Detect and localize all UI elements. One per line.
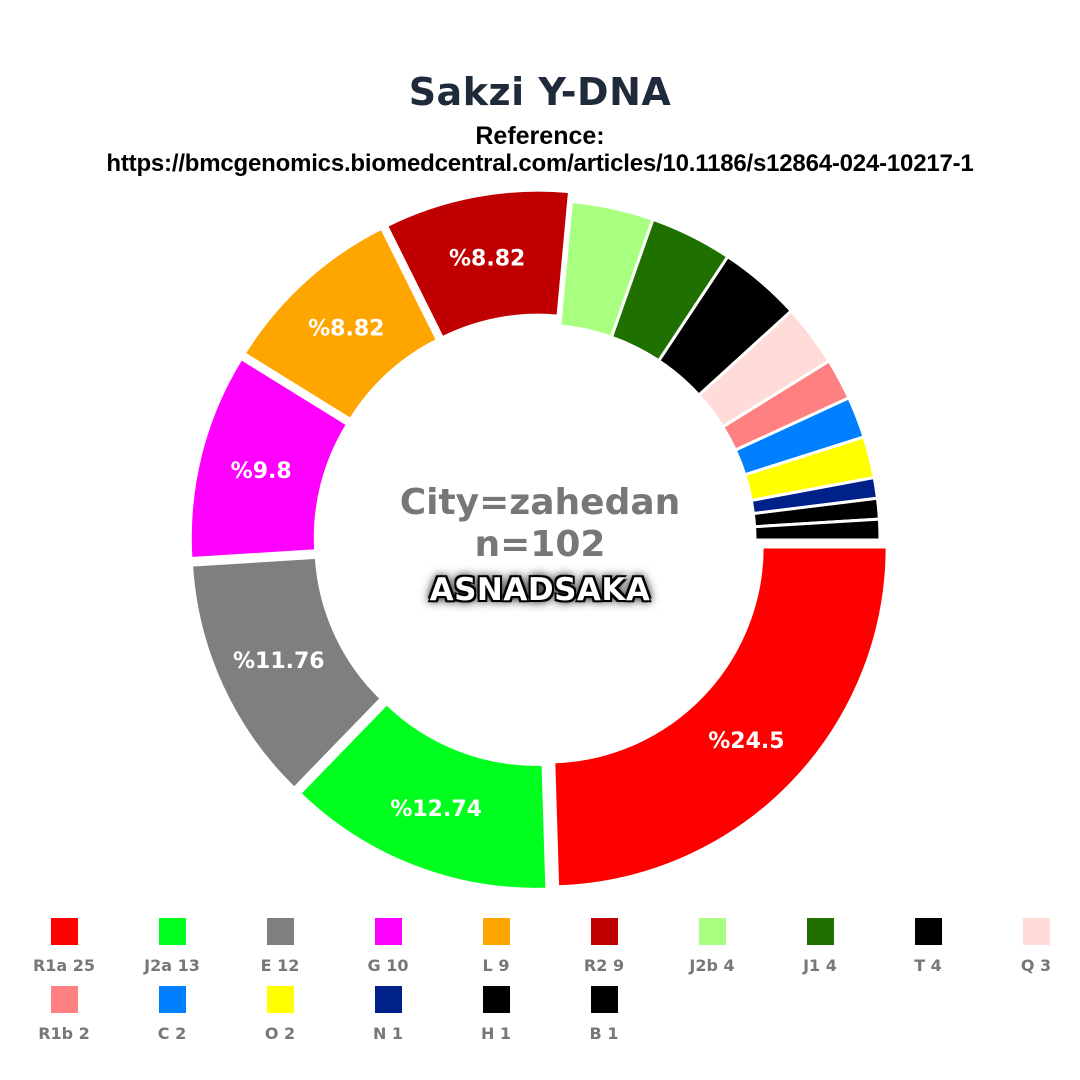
legend-swatch-icon [158,986,186,1013]
legend-item: N 1 [338,986,438,1043]
legend-item: R1b 2 [14,986,114,1043]
legend-item: G 10 [338,918,438,975]
legend-swatch-icon [806,918,834,945]
slice-data-label: %9.8 [231,459,292,484]
legend-label: Q 3 [1020,956,1052,975]
legend-item: R2 9 [554,918,654,975]
slice-r1a [552,545,889,889]
legend-item: R1a 25 [14,918,114,975]
legend-swatch-icon [266,918,294,945]
legend-item: J1 4 [770,918,870,975]
legend-item: E 12 [230,918,330,975]
slice-data-label: %11.76 [233,649,325,674]
legend-swatch-icon [482,918,510,945]
legend-swatch-icon [698,918,726,945]
legend-label: R1a 25 [32,956,96,975]
legend-label: R1b 2 [38,1024,90,1043]
legend-swatch-icon [158,918,186,945]
legend-label: C 2 [157,1024,187,1043]
legend-swatch-icon [266,986,294,1013]
legend-swatch-icon [1022,918,1050,945]
legend-swatch-icon [50,918,78,945]
legend-label: G 10 [367,956,409,975]
slice-j2a [297,701,549,891]
legend-item: B 1 [554,986,654,1043]
center-brand-label: ASNADSAKA [429,572,651,608]
legend-label: R2 9 [583,956,625,975]
slice-data-label: %8.82 [308,317,384,342]
chart-title: Sakzi Y-DNA [408,70,672,114]
slice-r2 [384,188,572,340]
slice-data-label: %24.5 [708,729,784,754]
center-city-label: City=zahedan [399,482,681,523]
legend-swatch-icon [482,986,510,1013]
legend-label: N 1 [372,1024,404,1043]
slice-b [753,517,882,542]
center-sample-size: n=102 [474,524,606,565]
slice-e [189,555,384,791]
legend-item: H 1 [446,986,546,1043]
legend-label: J2b 4 [689,956,735,975]
legend-swatch-icon [50,986,78,1013]
slice-data-label: %8.82 [449,246,525,271]
legend-label: J1 4 [803,956,837,975]
legend-item: O 2 [230,986,330,1043]
legend-label: O 2 [264,1024,296,1043]
legend-label: E 12 [260,956,300,975]
legend-item: J2a 13 [122,918,222,975]
slice-l [242,226,440,422]
legend-swatch-icon [374,986,402,1013]
legend-label: J2a 13 [144,956,200,975]
legend-item: T 4 [878,918,978,975]
legend-swatch-icon [914,918,942,945]
legend-swatch-icon [374,918,402,945]
legend-label: H 1 [480,1024,512,1043]
legend-item: Q 3 [986,918,1080,975]
legend-item: C 2 [122,986,222,1043]
reference-label: Reference: [475,122,605,150]
slice-data-label: %12.74 [390,797,482,822]
legend-label: B 1 [589,1024,619,1043]
legend-item: J2b 4 [662,918,762,975]
legend-label: L 9 [482,956,510,975]
legend-swatch-icon [590,986,618,1013]
legend-swatch-icon [590,918,618,945]
slice-g [188,356,350,561]
legend-label: T 4 [914,956,942,975]
legend-item: L 9 [446,918,546,975]
reference-url: https://bmcgenomics.biomedcentral.com/ar… [106,150,974,177]
